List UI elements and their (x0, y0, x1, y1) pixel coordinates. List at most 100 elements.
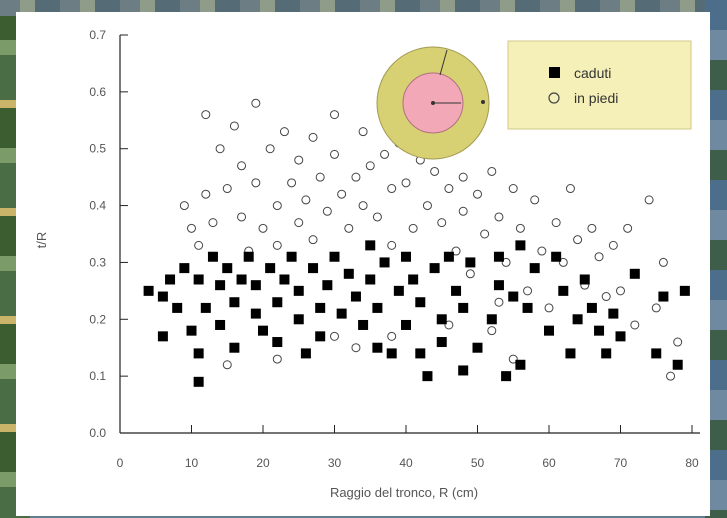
data-point-in-piedi (265, 144, 275, 154)
data-point-in-piedi (237, 212, 247, 222)
data-point-caduti (207, 251, 218, 262)
data-point-caduti (508, 291, 519, 302)
data-point-caduti (157, 291, 168, 302)
data-point-caduti (272, 297, 283, 308)
data-point-in-piedi (194, 240, 204, 250)
data-point-in-piedi (537, 246, 547, 256)
data-point-in-piedi (272, 240, 282, 250)
data-point-caduti (222, 263, 233, 274)
data-point-in-piedi (351, 343, 361, 353)
data-point-in-piedi (444, 320, 454, 330)
data-point-in-piedi (294, 218, 304, 228)
data-point-in-piedi (623, 223, 633, 233)
center-dot (431, 101, 435, 105)
data-point-in-piedi (387, 331, 397, 341)
data-point-in-piedi (287, 178, 297, 188)
data-point-in-piedi (616, 286, 625, 296)
data-point-in-piedi (387, 184, 397, 194)
data-point-caduti (229, 297, 240, 308)
data-point-in-piedi (644, 195, 654, 205)
legend-box (507, 40, 692, 130)
data-point-caduti (143, 285, 154, 296)
data-point-caduti (215, 280, 226, 291)
data-point-caduti (672, 359, 683, 370)
data-point-in-piedi (279, 127, 289, 137)
data-point-caduti (193, 274, 204, 285)
data-point-caduti (315, 331, 326, 342)
data-point-caduti (493, 251, 504, 262)
data-point-caduti (279, 274, 290, 285)
data-point-caduti (451, 285, 462, 296)
data-point-in-piedi (523, 286, 533, 296)
data-point-caduti (236, 274, 247, 285)
data-point-caduti (486, 314, 497, 325)
data-point-in-piedi (337, 189, 347, 199)
data-point-caduti (415, 297, 426, 308)
data-point-in-piedi (237, 161, 247, 171)
data-point-in-piedi (387, 240, 397, 250)
data-point-in-piedi (430, 166, 440, 176)
data-point-caduti (336, 308, 347, 319)
data-point-in-piedi (401, 178, 411, 188)
data-point-in-piedi (330, 331, 339, 341)
data-point-in-piedi (630, 320, 640, 330)
y-tick-label: 0.1 (89, 369, 106, 383)
data-point-in-piedi (187, 223, 196, 233)
x-axis-label: Raggio del tronco, R (cm) (330, 485, 478, 500)
data-point-caduti (300, 348, 311, 359)
legend-label-in-piedi: in piedi (574, 90, 618, 106)
data-point-caduti (293, 285, 304, 296)
data-point-in-piedi (673, 337, 683, 347)
data-point-caduti (415, 348, 426, 359)
data-point-caduti (165, 274, 176, 285)
data-point-in-piedi (251, 98, 261, 108)
data-point-caduti (565, 348, 576, 359)
data-point-caduti (372, 342, 383, 353)
data-point-caduti (386, 348, 397, 359)
data-point-caduti (179, 263, 190, 274)
data-point-caduti (329, 251, 340, 262)
data-point-in-piedi (229, 121, 239, 131)
data-point-caduti (651, 348, 662, 359)
y-tick-label: 0.7 (89, 28, 106, 42)
data-point-caduti (501, 371, 512, 382)
data-point-caduti (379, 257, 390, 268)
data-point-caduti (308, 263, 319, 274)
data-point-in-piedi (330, 110, 339, 120)
data-point-in-piedi (179, 201, 189, 211)
data-point-in-piedi (358, 127, 368, 137)
data-point-caduti (186, 325, 197, 336)
data-point-in-piedi (508, 184, 518, 194)
data-point-caduti (515, 240, 526, 251)
data-point-caduti (458, 302, 469, 313)
data-point-in-piedi (372, 212, 382, 222)
data-point-in-piedi (480, 229, 490, 239)
y-tick-label: 0.2 (89, 312, 106, 326)
data-point-in-piedi (380, 149, 390, 159)
data-point-caduti (594, 325, 605, 336)
data-point-in-piedi (308, 235, 318, 245)
x-tick-label: 10 (185, 456, 199, 470)
data-point-in-piedi (666, 371, 676, 381)
data-point-in-piedi (208, 218, 218, 228)
data-point-caduti (293, 314, 304, 325)
data-point-in-piedi (515, 223, 525, 233)
series-caduti (143, 240, 690, 387)
data-point-in-piedi (587, 223, 597, 233)
data-point-caduti (365, 240, 376, 251)
data-point-in-piedi (473, 189, 482, 199)
data-point-caduti (572, 314, 583, 325)
x-tick-label: 40 (399, 456, 413, 470)
data-point-in-piedi (487, 166, 497, 176)
data-point-in-piedi (494, 297, 504, 307)
y-tick-label: 0.5 (89, 142, 106, 156)
ticks (119, 34, 693, 434)
data-point-caduti (493, 280, 504, 291)
data-point-in-piedi (294, 155, 304, 165)
legend-marker-caduti (549, 67, 560, 78)
data-point-caduti (401, 319, 411, 330)
data-point-in-piedi (594, 252, 604, 262)
data-point-in-piedi (322, 206, 332, 216)
data-point-in-piedi (530, 195, 540, 205)
data-point-caduti (558, 285, 569, 296)
